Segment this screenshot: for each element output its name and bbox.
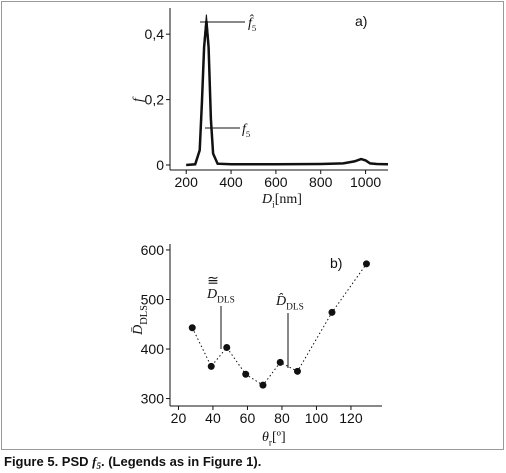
point: [259, 381, 267, 389]
label-sub: i: [272, 200, 275, 210]
label-main: D̂: [275, 293, 286, 309]
label-sub: 5: [246, 129, 251, 139]
y-tick-label: 0: [156, 157, 164, 173]
y-tick-label: 400: [141, 341, 165, 357]
label-sub: DLS: [286, 302, 304, 312]
point: [328, 308, 336, 316]
label-main: f: [242, 122, 248, 137]
x-tick-label: 120: [339, 410, 363, 426]
x-tick-label: 60: [240, 410, 256, 426]
label-main: D: [206, 287, 217, 302]
label: θr[º]: [262, 430, 286, 448]
y-tick-label: 500: [141, 291, 165, 307]
point: [242, 370, 250, 378]
panel-label: a): [355, 13, 367, 29]
label: D̄DLS: [131, 305, 150, 336]
caption-text: . (Legends as in Figure 1).: [101, 454, 261, 469]
series-line: [186, 20, 389, 167]
caption-sub: 5: [96, 461, 101, 471]
x-tick-label: 200: [175, 174, 199, 190]
label-unit: [nm]: [275, 192, 302, 207]
x-tick-label: 600: [264, 174, 288, 190]
label: f: [131, 96, 146, 102]
label-sub: DLS: [139, 305, 150, 325]
x-tick-label: 80: [274, 410, 290, 426]
x-tick-label: 800: [309, 174, 333, 190]
label: f̂5: [248, 14, 257, 33]
x-tick-label: 1000: [350, 174, 381, 190]
point: [223, 344, 231, 352]
x-tick-label: 20: [171, 410, 187, 426]
point: [362, 260, 370, 268]
y-tick-label: 300: [141, 391, 165, 407]
x-tick-label: 400: [219, 174, 243, 190]
label: Di[nm]: [261, 192, 302, 210]
label: DDLS: [206, 287, 235, 305]
caption: Figure 5. PSD f5. (Legends as in Figure …: [4, 454, 261, 471]
y-tick-label: 600: [141, 242, 165, 258]
y-tick-label: 0,4: [145, 26, 165, 42]
x-tick-label: 100: [305, 410, 329, 426]
label-main: θ: [262, 430, 269, 445]
label-unit: [º]: [272, 430, 286, 445]
label-sub: DLS: [217, 295, 235, 305]
caption-symbol: f: [92, 454, 98, 469]
label-main: f̂: [248, 14, 255, 31]
panel-label: b): [330, 255, 342, 271]
label-sub: 5: [252, 23, 257, 33]
x-tick-label: 40: [205, 410, 221, 426]
figure-border: [1, 1, 504, 450]
point: [188, 324, 196, 332]
label-main: f: [131, 96, 146, 102]
series-line: [186, 14, 389, 166]
label-main: D̄: [131, 325, 146, 336]
y-tick-label: 0,2: [145, 92, 165, 108]
label-sub: r: [269, 438, 273, 448]
annotation-accent: ≅: [207, 274, 219, 289]
point: [207, 362, 215, 370]
label: D̂DLS: [275, 293, 304, 313]
point: [276, 358, 284, 366]
caption-text: Figure 5. PSD: [4, 454, 92, 469]
label: f5: [242, 122, 251, 139]
point: [293, 367, 301, 375]
label-main: D: [261, 192, 272, 207]
